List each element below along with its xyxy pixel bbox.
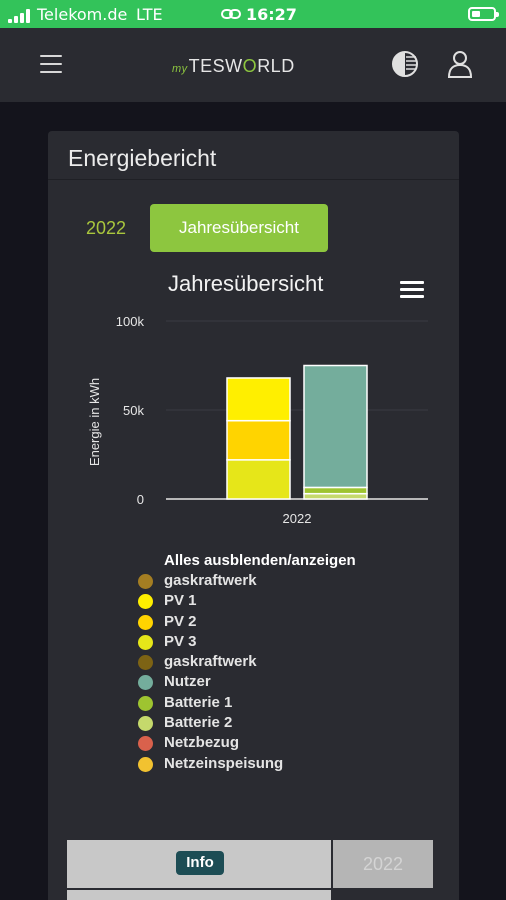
theme-toggle-icon[interactable]	[391, 50, 419, 78]
table-header-cell: Info	[67, 840, 331, 888]
chart-title: Jahresübersicht	[168, 271, 324, 296]
legend-toggle-all[interactable]: Alles ausblenden/anzeigen	[164, 552, 356, 569]
legend-label: Batterie 1	[164, 693, 233, 711]
user-profile-icon[interactable]	[447, 49, 473, 79]
legend-marker-icon	[138, 675, 153, 691]
bar-segment[interactable]	[303, 364, 368, 489]
link-icon	[221, 9, 241, 19]
legend-label: Netzeinspeisung	[164, 754, 284, 772]
signal-icon	[8, 9, 34, 23]
energy-bar-chart: 0 50k 100k Energie in kWh 2022	[87, 314, 428, 526]
carrier-name: Telekom.de	[37, 5, 128, 24]
legend-item[interactable]: PV 1	[138, 591, 438, 611]
legend-label: Nutzer	[164, 673, 211, 691]
legend-marker-icon	[138, 756, 153, 772]
legend-label: PV 1	[164, 592, 197, 610]
legend-item[interactable]: Nutzer	[138, 672, 438, 692]
y-tick-label: 50k	[123, 403, 144, 418]
card-title: Energiebericht	[68, 145, 217, 171]
status-bar: Telekom.de LTE 16:27	[0, 0, 506, 28]
chart-context-menu-icon[interactable]	[400, 281, 424, 299]
network-type: LTE	[136, 5, 163, 24]
chart-legend: Alles ausblenden/anzeigen gaskraftwerk PV…	[138, 551, 438, 774]
legend-item[interactable]: Netzbezug	[138, 733, 438, 753]
logo-part-a: TESW	[188, 56, 243, 76]
annual-overview-button[interactable]: Jahresübersicht	[150, 204, 328, 252]
info-button[interactable]: Info	[176, 851, 224, 875]
hamburger-menu-icon[interactable]	[40, 53, 64, 75]
logo-part-o: O	[242, 56, 258, 76]
y-tick-label: 0	[137, 492, 144, 507]
top-navigation: myTESWORLD	[0, 28, 506, 102]
legend-marker-icon	[138, 655, 153, 671]
legend-marker-icon	[138, 736, 153, 752]
legend-marker-icon	[138, 614, 153, 630]
battery-icon	[468, 7, 499, 21]
table-year-cell: 2022	[333, 840, 433, 888]
legend-label: Netzbezug	[164, 734, 239, 752]
x-tick-label: 2022	[283, 511, 312, 526]
data-table: Info 2022	[67, 840, 433, 900]
table-row-cell	[67, 890, 331, 900]
legend-item[interactable]: Batterie 1	[138, 693, 438, 713]
legend-marker-icon	[138, 695, 153, 711]
legend-item[interactable]: PV 2	[138, 612, 438, 632]
legend-marker-icon	[138, 574, 153, 589]
bar-segment[interactable]	[226, 377, 291, 422]
legend-label: PV 2	[164, 612, 197, 630]
logo-part-b: RLD	[257, 56, 295, 76]
energy-report-card: Energiebericht 2022 Jahresübersicht Jahr…	[48, 131, 459, 900]
clock: 16:27	[246, 5, 297, 24]
legend-label: Batterie 2	[164, 714, 233, 732]
card-divider	[48, 179, 459, 180]
y-tick-label: 100k	[116, 314, 145, 329]
legend-item[interactable]: Netzeinspeisung	[138, 754, 438, 774]
app-logo[interactable]: myTESWORLD	[172, 56, 295, 77]
logo-prefix: my	[172, 63, 188, 75]
legend-item[interactable]: gaskraftwerk	[138, 652, 438, 672]
legend-label: gaskraftwerk	[164, 653, 257, 671]
legend-item[interactable]: gaskraftwerk	[138, 571, 438, 591]
y-axis-label: Energie in kWh	[87, 378, 102, 466]
legend-label: PV 3	[164, 632, 197, 650]
bar-segment[interactable]	[226, 419, 291, 461]
year-selector[interactable]: 2022	[86, 218, 127, 238]
bar-segment[interactable]	[303, 486, 368, 495]
legend-label: gaskraftwerk	[164, 572, 257, 589]
bar-segment[interactable]	[226, 459, 291, 500]
legend-item[interactable]: Batterie 2	[138, 713, 438, 733]
bar-segment[interactable]	[303, 492, 368, 500]
legend-marker-icon	[138, 634, 153, 650]
legend-marker-icon	[138, 716, 153, 732]
legend-marker-icon	[138, 594, 153, 610]
legend-item[interactable]: PV 3	[138, 632, 438, 652]
